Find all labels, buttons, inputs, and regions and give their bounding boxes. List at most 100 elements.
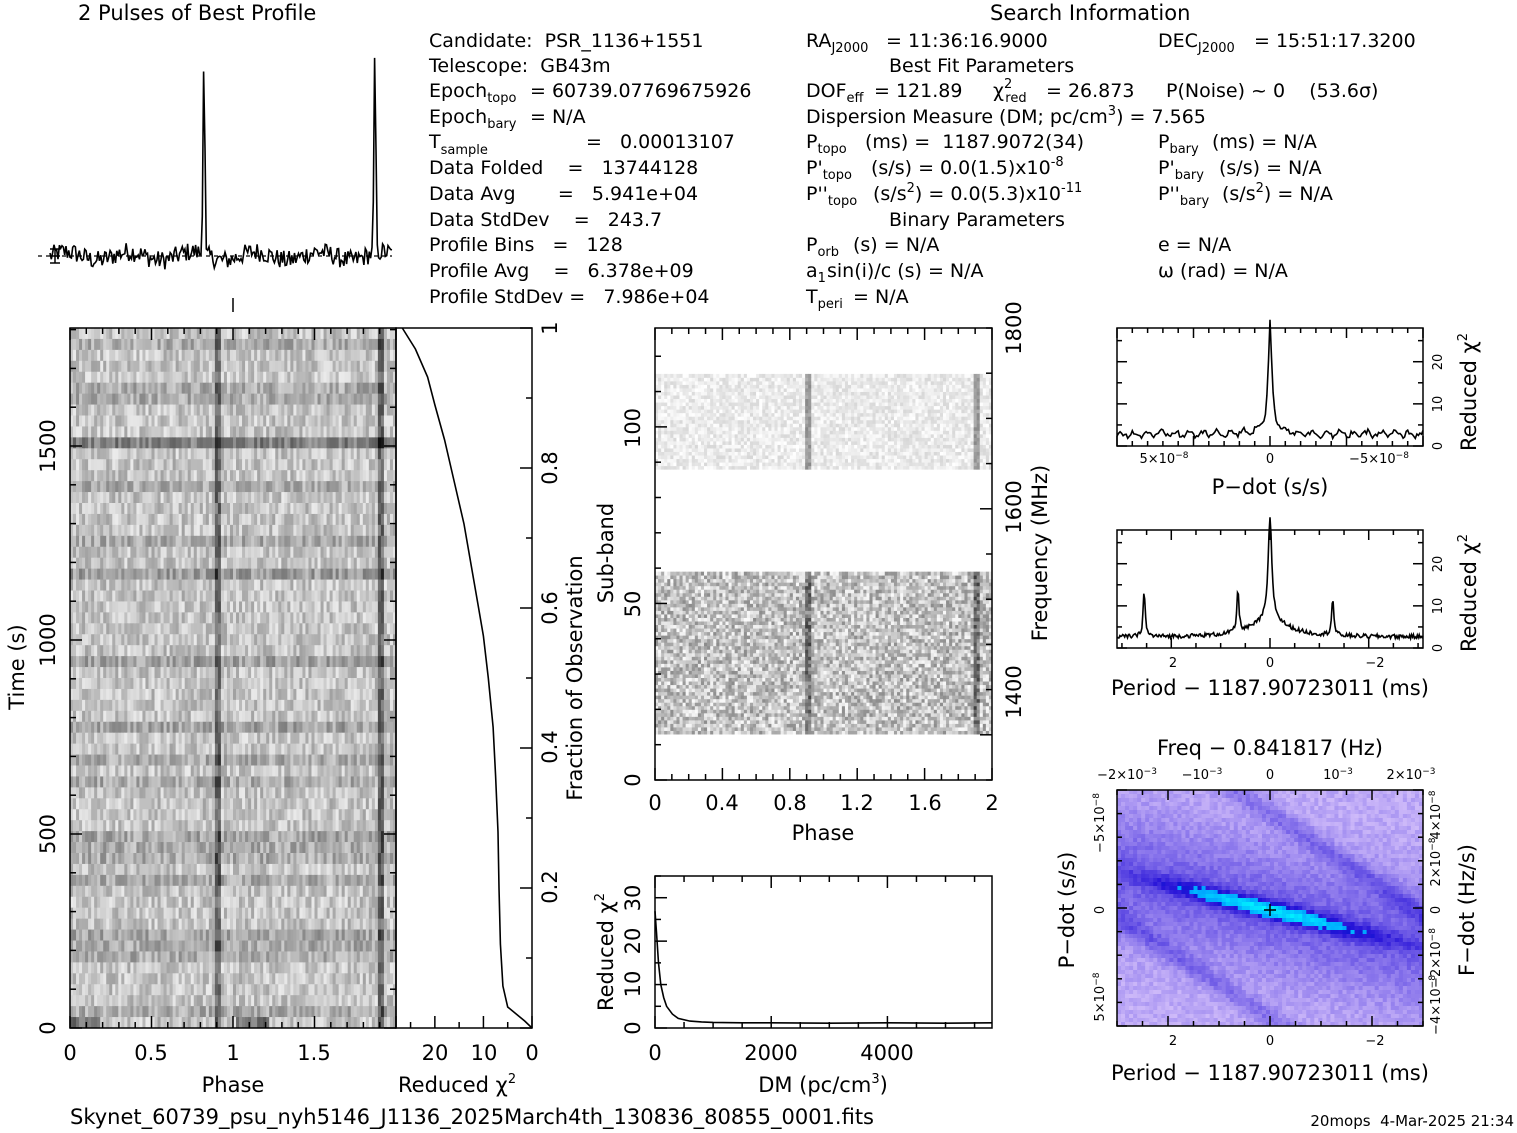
time-phase-cell xyxy=(339,492,342,503)
time-phase-cell xyxy=(194,700,197,711)
time-phase-cell xyxy=(91,645,94,656)
time-phase-cell xyxy=(230,372,233,383)
time-phase-cell xyxy=(97,612,100,623)
time-phase-cell xyxy=(188,766,191,777)
time-phase-cell xyxy=(197,448,200,459)
time-phase-cell xyxy=(387,503,390,514)
time-phase-cell xyxy=(336,525,339,536)
time-phase-cell xyxy=(185,667,188,678)
time-phase-cell xyxy=(260,776,263,787)
time-phase-cell xyxy=(233,711,236,722)
time-phase-cell xyxy=(375,722,378,733)
time-phase-cell xyxy=(185,492,188,503)
time-phase-cell xyxy=(236,350,239,361)
time-phase-cell xyxy=(164,416,167,427)
time-phase-cell xyxy=(106,350,109,361)
time-phase-cell xyxy=(342,591,345,602)
time-phase-cell xyxy=(97,787,100,798)
time-phase-cell xyxy=(242,448,245,459)
time-phase-cell xyxy=(269,656,272,667)
time-phase-cell xyxy=(315,547,318,558)
time-phase-cell xyxy=(203,350,206,361)
time-phase-cell xyxy=(324,744,327,755)
time-phase-cell xyxy=(88,612,91,623)
time-phase-cell xyxy=(305,394,308,405)
time-phase-cell xyxy=(248,667,251,678)
time-phase-cell xyxy=(109,820,112,831)
time-phase-cell xyxy=(248,733,251,744)
time-phase-cell xyxy=(299,733,302,744)
time-phase-cell xyxy=(173,766,176,777)
time-phase-cell xyxy=(124,809,127,820)
time-phase-cell xyxy=(115,416,118,427)
time-phase-cell xyxy=(333,503,336,514)
time-phase-cell xyxy=(239,569,242,580)
time-phase-cell xyxy=(73,809,76,820)
time-phase-cell xyxy=(242,656,245,667)
time-phase-cell xyxy=(248,744,251,755)
time-phase-cell xyxy=(318,798,321,809)
time-phase-cell xyxy=(100,689,103,700)
time-phase-cell xyxy=(118,569,121,580)
time-phase-cell xyxy=(218,820,221,831)
time-phase-cell xyxy=(324,448,327,459)
time-phase-cell xyxy=(363,645,366,656)
time-phase-cell xyxy=(106,809,109,820)
time-phase-cell xyxy=(118,689,121,700)
time-phase-cell xyxy=(254,470,257,481)
time-phase-cell xyxy=(333,787,336,798)
time-phase-cell xyxy=(100,569,103,580)
time-phase-cell xyxy=(348,733,351,744)
time-phase-cell xyxy=(158,339,161,350)
time-phase-cell xyxy=(230,503,233,514)
time-phase-cell xyxy=(164,328,167,339)
time-phase-cell xyxy=(366,623,369,634)
time-phase-cell xyxy=(209,766,212,777)
time-phase-cell xyxy=(275,525,278,536)
time-phase-cell xyxy=(112,525,115,536)
time-phase-cell xyxy=(324,328,327,339)
time-phase-cell xyxy=(76,448,79,459)
time-phase-cell xyxy=(266,580,269,591)
time-phase-cell xyxy=(194,787,197,798)
time-phase-cell xyxy=(145,580,148,591)
time-phase-cell xyxy=(161,416,164,427)
time-phase-cell xyxy=(164,405,167,416)
time-phase-cell xyxy=(236,678,239,689)
time-phase-cell xyxy=(88,361,91,372)
time-phase-cell xyxy=(200,601,203,612)
time-phase-cell xyxy=(152,722,155,733)
time-phase-cell xyxy=(155,766,158,777)
time-phase-cell xyxy=(203,448,206,459)
time-phase-cell xyxy=(179,711,182,722)
time-phase-cell xyxy=(369,787,372,798)
time-phase-cell xyxy=(115,798,118,809)
time-phase-cell xyxy=(375,547,378,558)
time-phase-cell xyxy=(91,601,94,612)
time-phase-cell xyxy=(245,809,248,820)
time-phase-cell xyxy=(318,733,321,744)
time-phase-cell xyxy=(170,667,173,678)
time-phase-cell xyxy=(221,645,224,656)
time-phase-cell xyxy=(215,405,218,416)
time-phase-cell xyxy=(324,755,327,766)
time-phase-cell xyxy=(79,525,82,536)
time-phase-cell xyxy=(230,733,233,744)
time-phase-cell xyxy=(124,525,127,536)
time-phase-cell xyxy=(296,350,299,361)
time-phase-cell xyxy=(302,405,305,416)
time-phase-cell xyxy=(260,426,263,437)
time-phase-cell xyxy=(236,591,239,602)
time-phase-cell xyxy=(324,809,327,820)
time-phase-cell xyxy=(158,448,161,459)
time-phase-cell xyxy=(127,481,130,492)
time-phase-cell xyxy=(227,820,230,831)
time-phase-cell xyxy=(336,787,339,798)
time-phase-cell xyxy=(257,569,260,580)
time-phase-cell xyxy=(302,558,305,569)
time-phase-cell xyxy=(230,766,233,777)
time-phase-cell xyxy=(124,623,127,634)
time-phase-cell xyxy=(203,372,206,383)
time-phase-cell xyxy=(224,580,227,591)
time-phase-cell xyxy=(375,656,378,667)
